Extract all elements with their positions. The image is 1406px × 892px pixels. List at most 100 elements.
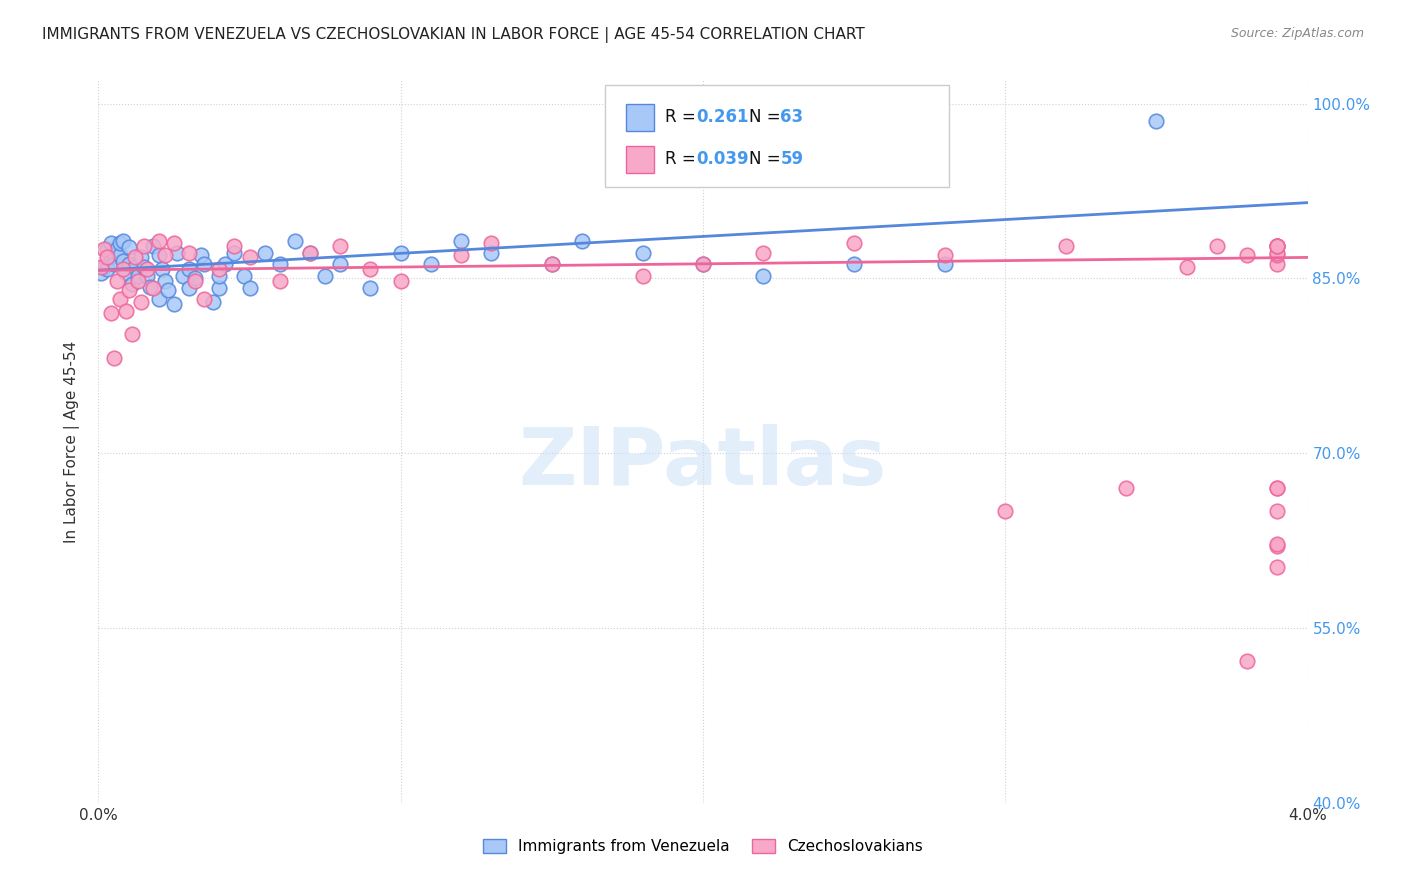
Text: ZIPatlas: ZIPatlas: [519, 425, 887, 502]
Point: [142, 281, 165, 295]
Point: [184, 274, 207, 288]
Point: [108, 248, 131, 262]
Point: [153, 248, 176, 262]
Point: [299, 245, 322, 260]
Point: [193, 257, 215, 271]
Point: [481, 245, 503, 260]
Point: [450, 248, 472, 262]
Point: [1146, 114, 1168, 128]
Point: [108, 293, 131, 307]
Point: [1267, 481, 1289, 495]
Point: [163, 297, 186, 311]
Point: [1267, 239, 1289, 253]
Point: [105, 242, 128, 256]
Point: [389, 245, 412, 260]
Point: [540, 257, 562, 271]
Point: [153, 274, 176, 288]
Point: [329, 257, 352, 271]
Text: N =: N =: [749, 151, 786, 169]
Point: [118, 240, 141, 254]
Point: [108, 236, 131, 251]
Point: [269, 257, 291, 271]
Point: [96, 242, 118, 256]
Point: [202, 294, 225, 309]
Point: [844, 257, 866, 271]
Point: [389, 274, 412, 288]
Point: [1236, 248, 1258, 262]
Point: [329, 239, 352, 253]
Point: [184, 271, 207, 285]
Point: [1267, 481, 1289, 495]
Point: [1267, 257, 1289, 271]
Point: [142, 239, 165, 253]
Point: [124, 260, 146, 274]
Point: [692, 257, 714, 271]
Point: [135, 262, 157, 277]
Point: [150, 262, 173, 277]
Point: [314, 268, 336, 283]
Point: [631, 268, 654, 283]
Point: [121, 277, 143, 292]
Point: [208, 268, 231, 283]
Point: [190, 248, 212, 262]
Point: [96, 251, 118, 265]
Point: [692, 257, 714, 271]
Point: [420, 257, 443, 271]
Point: [269, 274, 291, 288]
Text: N =: N =: [749, 108, 786, 127]
Point: [481, 236, 503, 251]
Point: [1267, 239, 1289, 253]
Point: [360, 281, 382, 295]
Text: 0.039: 0.039: [696, 151, 748, 169]
Point: [224, 245, 246, 260]
Point: [179, 262, 201, 277]
Point: [253, 245, 276, 260]
Point: [934, 248, 956, 262]
Point: [118, 257, 141, 271]
Text: 63: 63: [780, 108, 803, 127]
Point: [139, 279, 162, 293]
Point: [450, 234, 472, 248]
Point: [132, 260, 155, 274]
Point: [1267, 504, 1289, 518]
Point: [96, 262, 118, 277]
Point: [1267, 560, 1289, 574]
Point: [135, 268, 157, 283]
Point: [100, 306, 122, 320]
Point: [360, 262, 382, 277]
Point: [103, 351, 125, 365]
Point: [1236, 654, 1258, 668]
Point: [100, 236, 122, 251]
Point: [166, 245, 188, 260]
Point: [1267, 540, 1289, 554]
Point: [1267, 245, 1289, 260]
Point: [156, 283, 179, 297]
Y-axis label: In Labor Force | Age 45-54: In Labor Force | Age 45-54: [63, 341, 80, 542]
Point: [239, 251, 262, 265]
Point: [129, 294, 152, 309]
Text: 0.261: 0.261: [696, 108, 748, 127]
Point: [93, 242, 115, 256]
Point: [100, 251, 122, 265]
Point: [1267, 248, 1289, 262]
Point: [844, 236, 866, 251]
Point: [1267, 239, 1289, 253]
Point: [111, 234, 134, 248]
Point: [232, 268, 254, 283]
Point: [103, 257, 125, 271]
Point: [1267, 537, 1289, 551]
Point: [118, 283, 141, 297]
Point: [114, 266, 136, 280]
Point: [994, 504, 1017, 518]
Point: [127, 268, 149, 283]
Point: [208, 262, 231, 277]
Point: [105, 274, 128, 288]
Point: [224, 239, 246, 253]
Point: [540, 257, 562, 271]
Point: [208, 281, 231, 295]
Point: [1267, 239, 1289, 253]
Point: [114, 304, 136, 318]
Point: [93, 260, 115, 274]
Point: [163, 236, 186, 251]
Point: [121, 327, 143, 342]
